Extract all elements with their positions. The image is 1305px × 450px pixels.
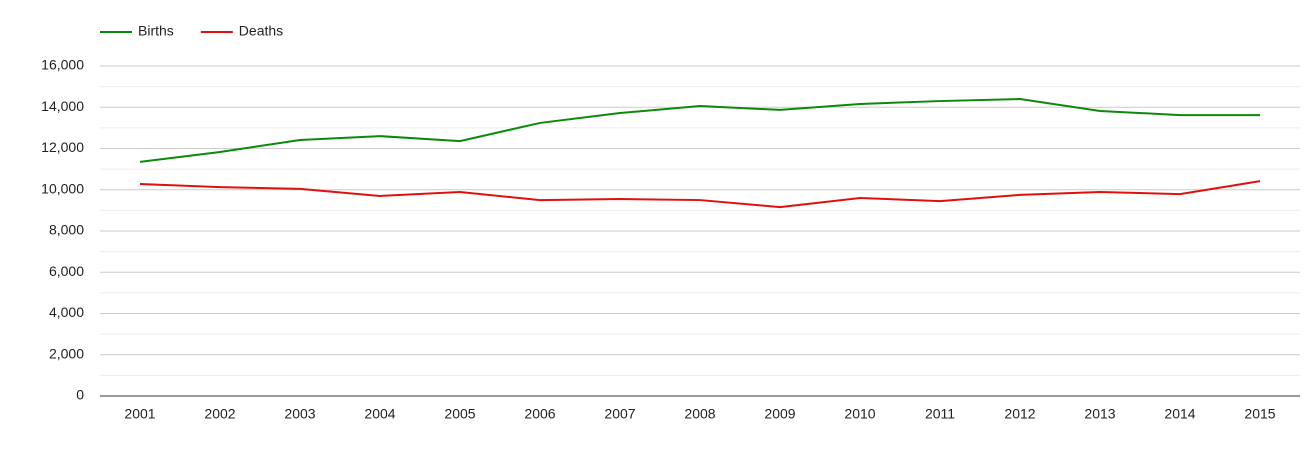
series-line xyxy=(139,180,1261,209)
x-tick-label: 2012 xyxy=(1004,406,1035,422)
x-tick-label: 2005 xyxy=(444,406,475,422)
x-tick-label: 2013 xyxy=(1084,406,1115,422)
y-tick-label: 16,000 xyxy=(41,57,84,73)
x-tick-label: 2015 xyxy=(1244,406,1275,422)
y-tick-label: 8,000 xyxy=(49,222,84,238)
y-tick-label: 0 xyxy=(76,387,84,403)
x-tick-label: 2009 xyxy=(764,406,795,422)
y-tick-label: 10,000 xyxy=(41,180,84,196)
y-tick-label: 2,000 xyxy=(49,345,84,361)
y-tick-label: 4,000 xyxy=(49,304,84,320)
x-tick-label: 2007 xyxy=(604,406,635,422)
x-tick-label: 2004 xyxy=(364,406,395,422)
x-tick-label: 2002 xyxy=(204,406,235,422)
x-tick-label: 2008 xyxy=(684,406,715,422)
x-tick-label: 2006 xyxy=(524,406,555,422)
x-tick-label: 2011 xyxy=(925,406,955,422)
legend-label: Births xyxy=(138,23,174,39)
y-tick-label: 12,000 xyxy=(41,139,84,155)
x-tick-label: 2014 xyxy=(1164,406,1195,422)
y-tick-label: 14,000 xyxy=(41,98,84,114)
x-tick-label: 2003 xyxy=(284,406,315,422)
x-tick-label: 2001 xyxy=(124,406,155,422)
y-tick-label: 6,000 xyxy=(49,263,84,279)
legend-label: Deaths xyxy=(239,23,283,39)
x-tick-label: 2010 xyxy=(844,406,875,422)
series-line xyxy=(139,97,1260,163)
